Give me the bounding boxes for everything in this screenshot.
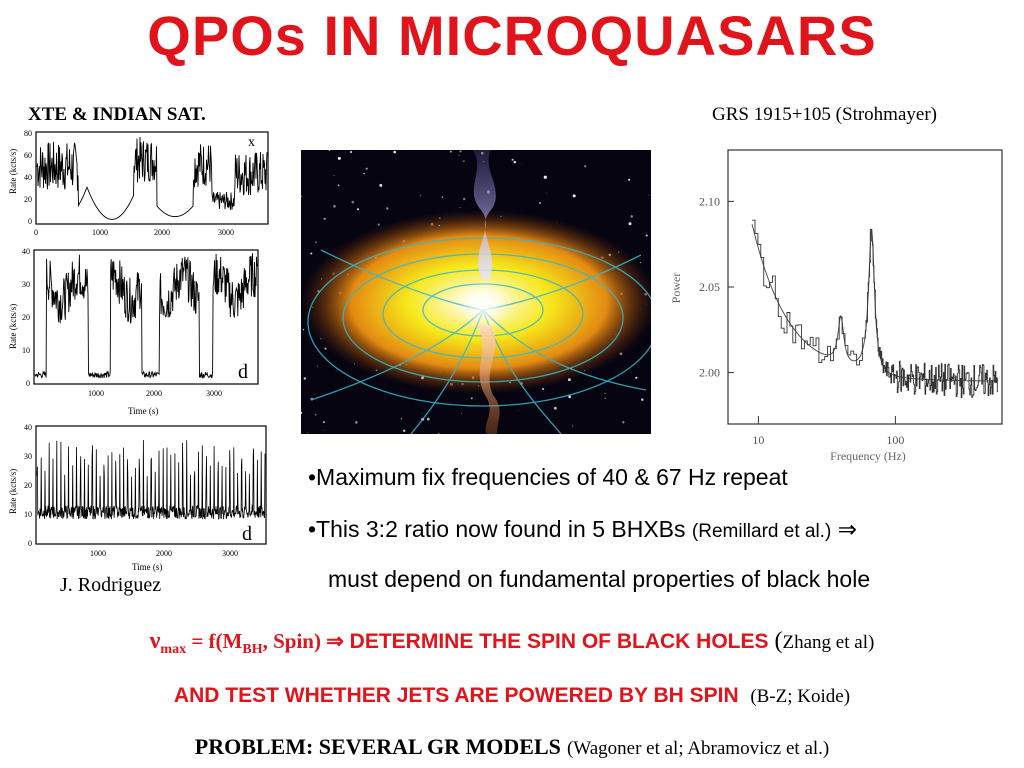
bh-subscript: BH	[242, 642, 263, 658]
bullet-2-citation: (Remillard et al.)	[691, 521, 832, 542]
panel1-ytick: 80	[24, 129, 32, 138]
panel2-xlabel: Time (s)	[128, 406, 158, 416]
implies-arrow-2: ⇒	[326, 629, 344, 653]
panel3-xtick: 3000	[222, 549, 238, 558]
panel3-ylabel: Rate (kcts/s)	[8, 469, 18, 514]
power-spectrum-chart: 2.00 2.05 2.10 10 100 Frequency (Hz) Power	[669, 149, 1003, 463]
panel1-ytick: 0	[28, 217, 32, 226]
problem-text: PROBLEM: SEVERAL GR MODELS	[194, 734, 561, 759]
nu-symbol: ν	[149, 628, 161, 654]
x-tick-label: 100	[886, 433, 904, 447]
panel3-ytick: 30	[24, 452, 32, 461]
panel2-ylabel: Rate (kcts/s)	[8, 304, 18, 349]
lightcurve-trace-2	[34, 253, 258, 379]
lightcurve-source-label: XTE & INDIAN SAT.	[28, 104, 206, 125]
conclusion-line-3: PROBLEM: SEVERAL GR MODELS (Wagoner et a…	[0, 734, 1024, 760]
bullet-3: must depend on fundamental properties of…	[328, 566, 871, 592]
panel3-xtick: 1000	[90, 549, 106, 558]
panel2-ytick: 10	[22, 346, 30, 355]
power-spectrum-source-label: GRS 1915+105 (Strohmayer)	[712, 104, 937, 125]
equation-text: = f(M	[186, 629, 243, 653]
panel3-ytick: 20	[24, 481, 32, 490]
bullet-2-text: •This 3:2 ratio now found in 5 BHXBs	[308, 516, 686, 542]
lightcurve-panel-1: Rate (kcts/s) x 0 20 40 60 80 0 1000 200…	[8, 129, 269, 237]
bullet-2: •This 3:2 ratio now found in 5 BHXBs (Re…	[308, 516, 857, 543]
spectrum-data-trace	[752, 219, 999, 399]
zhang-citation: Zhang et al)	[782, 632, 875, 653]
x-axis-label: Frequency (Hz)	[830, 449, 906, 463]
max-subscript: max	[160, 642, 187, 658]
equation-spin: , Spin)	[262, 629, 327, 653]
y-tick-label: 2.10	[699, 194, 720, 208]
accretion-disk-illustration	[301, 150, 651, 434]
wagoner-citation: (Wagoner et al; Abramovicz et al.)	[566, 738, 830, 759]
bullet-1: •Maximum fix frequencies of 40 & 67 Hz r…	[308, 464, 788, 490]
panel1-ytick: 40	[24, 173, 32, 182]
slide-title: QPOs IN MICROQUASARS	[147, 4, 877, 67]
panel2-xtick: 3000	[206, 389, 222, 398]
panel1-xtick: 1000	[92, 228, 108, 237]
lightcurve-trace-1	[36, 136, 268, 220]
lightcurve-panel-2: Rate (kcts/s) d 0 10 20 30 40 1000 2000 …	[8, 247, 259, 416]
conclusion-line-2: AND TEST WHETHER JETS ARE POWERED BY BH …	[0, 684, 1024, 708]
implies-arrow: ⇒	[837, 517, 857, 542]
jets-text: AND TEST WHETHER JETS ARE POWERED BY BH …	[173, 684, 739, 707]
determine-text: DETERMINE THE SPIN OF BLACK HOLES	[343, 630, 769, 653]
panel2-ytick: 40	[22, 247, 30, 256]
panel2-xtick: 1000	[88, 389, 104, 398]
lightcurve-trace-3	[36, 439, 266, 520]
panel2-corner-letter: d	[238, 361, 248, 383]
panel1-ylabel: Rate (kcts/s)	[8, 149, 18, 194]
panel1-xtick: 2000	[154, 228, 170, 237]
panel1-xtick: 0	[34, 228, 38, 237]
panel3-ytick: 40	[24, 423, 32, 432]
credit-label: J. Rodriguez	[60, 574, 162, 596]
panel3-xtick: 2000	[156, 549, 172, 558]
panel3-corner-letter: d	[242, 523, 252, 545]
panel3-ytick: 0	[28, 539, 32, 548]
y-tick-label: 2.00	[699, 366, 720, 380]
bz-citation: (B-Z; Koide)	[750, 686, 851, 707]
panel2-ytick: 0	[26, 379, 30, 388]
panel1-ytick: 20	[24, 195, 32, 204]
panel1-corner-letter: x	[248, 135, 255, 150]
lightcurve-panel-3: Rate (kcts/s) d 0 10 20 30 40 1000 2000 …	[8, 423, 267, 572]
open-paren: (	[768, 628, 783, 654]
panel2-xtick: 2000	[146, 389, 162, 398]
x-tick-label: 10	[752, 433, 764, 447]
panel1-ytick: 60	[24, 151, 32, 160]
panel2-ytick: 30	[22, 280, 30, 289]
y-tick-label: 2.05	[699, 280, 720, 294]
panel3-ytick: 10	[24, 510, 32, 519]
panel3-xlabel: Time (s)	[132, 562, 162, 572]
panel2-ytick: 20	[22, 313, 30, 322]
lightcurve-panels: Rate (kcts/s) x 0 20 40 60 80 0 1000 200…	[8, 129, 269, 572]
y-axis-label: Power	[669, 273, 683, 304]
panel1-xtick: 3000	[218, 228, 234, 237]
conclusion-line-1: νmax = f(MBH, Spin) ⇒ DETERMINE THE SPIN…	[0, 628, 1024, 658]
